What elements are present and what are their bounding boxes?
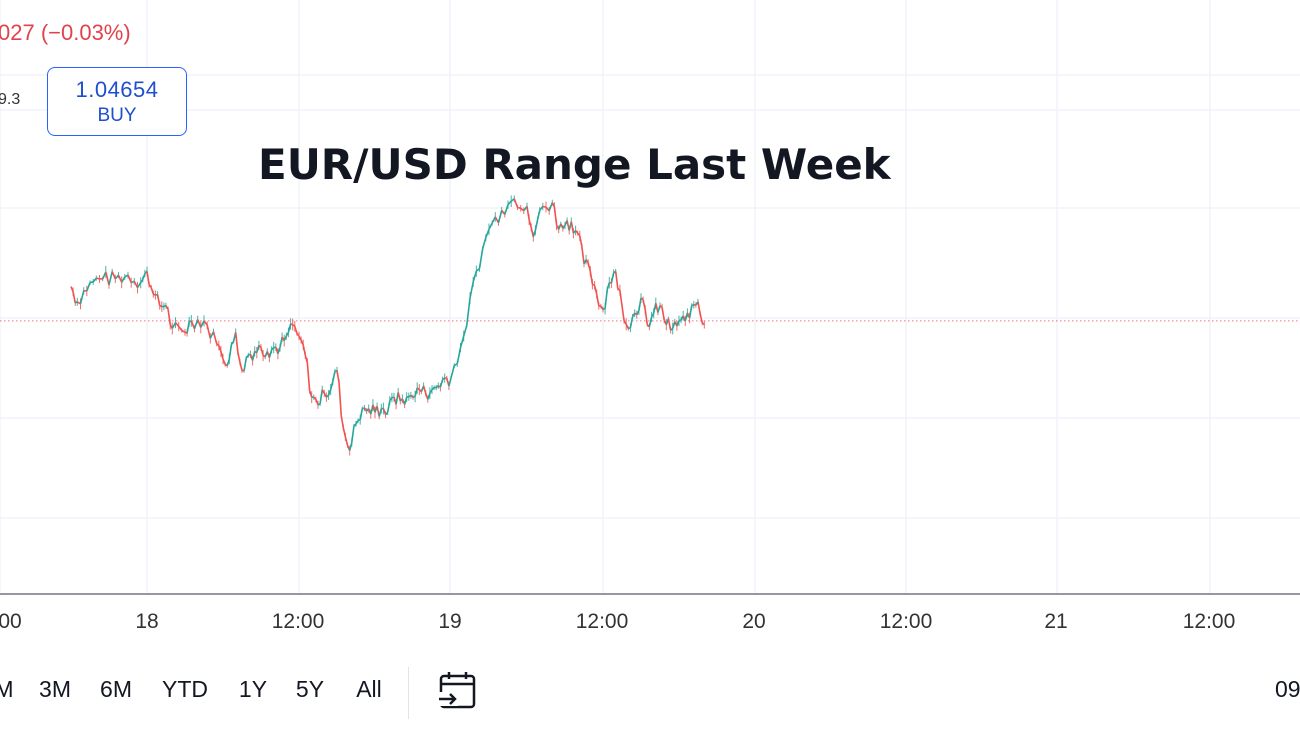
price-series xyxy=(70,195,705,456)
buy-button[interactable]: 1.04654 BUY xyxy=(47,67,187,136)
price-segment xyxy=(453,363,458,367)
price-segment xyxy=(619,290,623,306)
range-button-all[interactable]: All xyxy=(356,676,382,702)
price-segment xyxy=(542,205,547,208)
time-label: 12:00 xyxy=(879,610,933,633)
price-segment xyxy=(604,289,608,309)
range-button-m[interactable]: M xyxy=(0,676,14,702)
toolbar-separator xyxy=(408,667,409,719)
price-chart[interactable] xyxy=(0,0,1300,595)
price-segment xyxy=(203,320,208,326)
price-segment xyxy=(79,290,85,304)
price-segment xyxy=(86,282,91,292)
price-segment xyxy=(469,281,474,299)
price-segment xyxy=(539,205,544,211)
price-segment xyxy=(136,282,142,289)
time-label: 18 xyxy=(135,610,159,633)
price-segment xyxy=(475,267,481,272)
price-segment xyxy=(127,274,132,283)
range-button-1y[interactable]: 1Y xyxy=(238,676,268,702)
price-segment xyxy=(472,271,478,283)
range-button-ytd[interactable]: YTD xyxy=(162,676,208,702)
price-segment xyxy=(466,298,471,326)
price-segment xyxy=(130,280,135,284)
price-segment xyxy=(206,325,212,339)
range-button-6m[interactable]: 6M xyxy=(100,676,132,702)
price-segment xyxy=(212,331,218,345)
price-segment xyxy=(306,363,311,391)
price-segment xyxy=(644,309,649,325)
time-readout-partial: 09 xyxy=(1275,676,1300,702)
price-segment xyxy=(481,237,487,249)
price-segment xyxy=(450,365,455,379)
price-segment xyxy=(193,319,199,330)
chart-title: EUR/USD Range Last Week xyxy=(258,140,891,189)
time-label: 19 xyxy=(438,610,462,633)
price-segment xyxy=(96,277,100,280)
partial-price-value: 9.3 xyxy=(0,91,21,108)
time-axis-line xyxy=(0,593,1300,595)
buy-price: 1.04654 xyxy=(75,77,159,102)
calendar-goto-icon[interactable] xyxy=(436,670,480,712)
price-change-text: 027 (−0.03%) xyxy=(0,20,131,45)
price-segment xyxy=(89,281,94,284)
chart-grid xyxy=(0,0,1300,593)
price-segment xyxy=(614,271,619,289)
price-segment xyxy=(133,280,139,288)
price-segment xyxy=(196,319,202,328)
price-segment xyxy=(111,271,117,280)
price-segment xyxy=(548,202,554,212)
price-segment xyxy=(497,210,503,223)
time-label: 00 xyxy=(0,610,22,633)
price-segment xyxy=(178,325,183,331)
price-segment xyxy=(351,426,355,443)
price-segment xyxy=(513,198,519,208)
price-segment xyxy=(121,276,126,283)
price-segment xyxy=(181,329,186,333)
price-segment xyxy=(174,322,180,327)
price-segment xyxy=(462,324,468,337)
time-label: 21 xyxy=(1044,610,1068,633)
range-button-5y[interactable]: 5Y xyxy=(295,676,325,702)
time-label: 12:00 xyxy=(271,610,325,633)
time-label: 20 xyxy=(742,610,766,633)
price-segment xyxy=(456,347,462,364)
price-segment xyxy=(491,216,497,224)
price-segment xyxy=(517,206,521,210)
price-segment xyxy=(507,200,512,206)
range-button-3m[interactable]: 3M xyxy=(39,676,71,702)
buy-label: BUY xyxy=(97,105,137,126)
price-segment xyxy=(338,383,342,416)
price-segment xyxy=(485,229,490,238)
price-segment xyxy=(200,320,205,328)
price-segment xyxy=(488,222,493,230)
price-segment xyxy=(478,248,484,269)
price-segment xyxy=(92,277,97,283)
price-segment xyxy=(117,274,123,283)
price-segment xyxy=(108,271,113,286)
price-segment xyxy=(504,204,509,215)
price-segment xyxy=(459,335,465,348)
price-segment xyxy=(190,320,196,330)
price-segment xyxy=(105,271,110,286)
time-label: 12:00 xyxy=(575,610,629,633)
time-label: 12:00 xyxy=(1182,610,1236,633)
price-segment xyxy=(171,322,177,329)
